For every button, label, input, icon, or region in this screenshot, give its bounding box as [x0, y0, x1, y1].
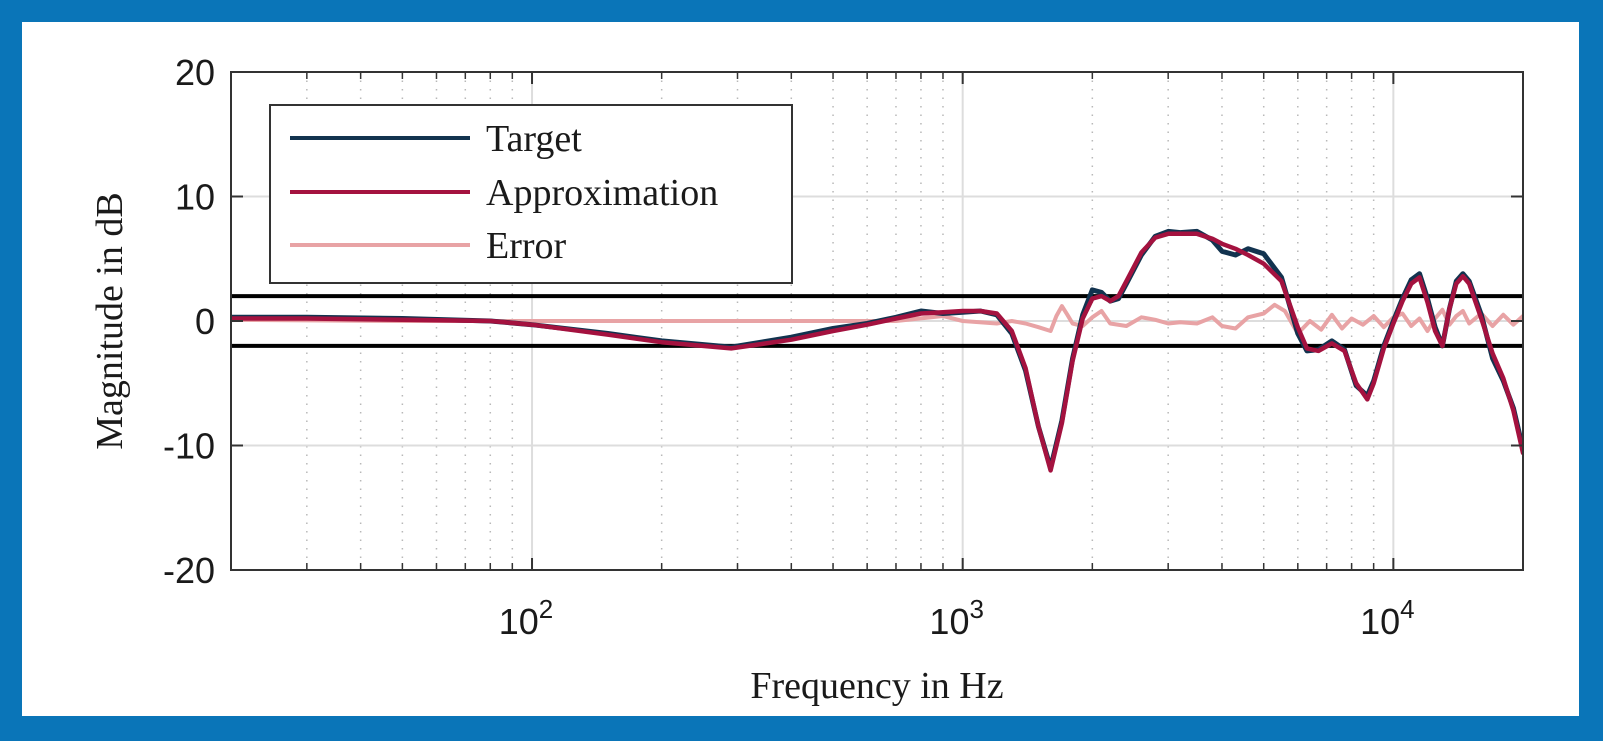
magnitude-plot: 102 103 104 -20 -10 0 10 20 Frequency in Hz Mag… — [89, 52, 1524, 707]
y-tick-label: 0 — [195, 301, 215, 342]
legend-label-error: Error — [486, 225, 567, 267]
y-tick-label: -20 — [163, 550, 215, 591]
y-tick-label: 10 — [175, 177, 215, 218]
tick-labels: 102 103 104 -20 -10 0 10 20 — [163, 52, 1415, 642]
legend-label-approximation: Approximation — [486, 172, 718, 214]
axis-ticks — [230, 71, 1524, 571]
y-tick-label: 20 — [175, 52, 215, 93]
series-error-line — [231, 302, 1523, 336]
x-tick-label: 103 — [929, 594, 984, 642]
series-layer — [231, 228, 1523, 473]
legend: Target Approximation Error — [269, 104, 793, 284]
x-tick-label: 104 — [1360, 594, 1415, 642]
legend-label-target: Target — [486, 118, 582, 160]
y-axis-label: Magnitude in dB — [89, 192, 131, 450]
x-axis-label: Frequency in Hz — [750, 665, 1003, 707]
series-approximation-line — [231, 231, 1523, 473]
x-tick-label: 102 — [499, 594, 554, 642]
figure-canvas: 102 103 104 -20 -10 0 10 20 Frequency in Hz Mag… — [22, 22, 1579, 716]
y-tick-label: -10 — [163, 426, 215, 467]
